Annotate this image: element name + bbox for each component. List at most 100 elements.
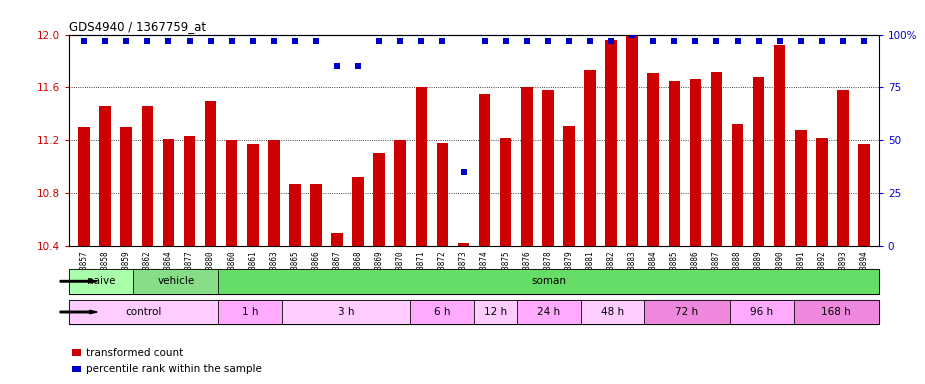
Point (119, 38, 134, 44)
Point (835, 38, 850, 44)
Bar (605, 40, 617, 246)
Point (709, 38, 724, 44)
Bar (133, 269, 218, 294)
Bar (795, 130, 807, 246)
Point (519, 38, 534, 44)
Bar (374, 153, 385, 246)
Point (794, 38, 808, 44)
Point (477, 38, 492, 44)
Point (182, 38, 197, 44)
Point (77, 38, 92, 44)
Bar (837, 90, 849, 246)
Point (814, 38, 829, 44)
Text: GDS4940 / 1367759_at: GDS4940 / 1367759_at (69, 20, 206, 33)
Bar (517, 300, 581, 324)
Bar (479, 94, 490, 246)
Bar (581, 300, 645, 324)
Text: 72 h: 72 h (675, 307, 698, 317)
Text: transformed count: transformed count (86, 348, 183, 358)
Bar (669, 81, 680, 246)
Text: 3 h: 3 h (338, 307, 354, 317)
Point (604, 38, 619, 44)
Point (414, 38, 429, 44)
Point (857, 38, 871, 44)
Point (688, 38, 703, 44)
Bar (226, 140, 238, 246)
Point (266, 38, 281, 44)
Text: 24 h: 24 h (537, 307, 561, 317)
Bar (500, 137, 512, 246)
Text: percentile rank within the sample: percentile rank within the sample (86, 364, 262, 374)
Bar (437, 143, 449, 246)
Point (204, 38, 218, 44)
Point (393, 38, 408, 44)
Point (309, 38, 324, 44)
Point (624, 31, 639, 38)
Bar (120, 127, 132, 246)
Point (561, 38, 576, 44)
Text: 48 h: 48 h (601, 307, 624, 317)
Bar (142, 106, 154, 246)
Point (351, 63, 365, 70)
Point (667, 38, 682, 44)
Bar (69, 300, 218, 324)
Bar (184, 136, 195, 246)
Bar (585, 70, 596, 246)
Bar (218, 300, 282, 324)
Point (772, 38, 787, 44)
Bar (99, 106, 111, 246)
Bar (689, 79, 701, 246)
Bar (410, 300, 474, 324)
Point (456, 169, 471, 175)
Bar (474, 300, 517, 324)
Bar (542, 90, 554, 246)
Bar (247, 144, 259, 246)
Bar (794, 300, 879, 324)
Bar (858, 144, 870, 246)
Point (329, 63, 344, 70)
Bar (394, 140, 406, 246)
Point (646, 38, 660, 44)
Bar (69, 269, 133, 294)
Bar (816, 137, 828, 246)
Text: soman: soman (531, 276, 566, 286)
Bar (163, 139, 174, 246)
Bar (352, 177, 364, 246)
Bar (732, 124, 744, 246)
Bar (331, 233, 343, 246)
Bar (310, 184, 322, 246)
Point (161, 38, 176, 44)
Bar (204, 101, 216, 246)
Point (140, 38, 154, 44)
Bar (645, 300, 730, 324)
Point (245, 38, 260, 44)
Bar (458, 243, 469, 246)
Bar (415, 88, 427, 246)
Point (435, 38, 450, 44)
Point (540, 38, 555, 44)
Text: vehicle: vehicle (157, 276, 194, 286)
Text: naive: naive (87, 276, 116, 286)
Text: 96 h: 96 h (750, 307, 773, 317)
Point (288, 38, 302, 44)
Text: 168 h: 168 h (821, 307, 851, 317)
Point (730, 38, 745, 44)
Bar (218, 269, 879, 294)
Text: 6 h: 6 h (434, 307, 450, 317)
Bar (648, 73, 659, 246)
Point (98, 38, 113, 44)
Text: control: control (126, 307, 162, 317)
Bar (290, 184, 301, 246)
Bar (753, 77, 764, 246)
Bar (730, 300, 794, 324)
Point (751, 38, 766, 44)
Bar (268, 140, 279, 246)
Bar (521, 88, 533, 246)
Point (499, 38, 513, 44)
Bar (626, 35, 638, 246)
Point (583, 38, 598, 44)
Point (372, 38, 387, 44)
Point (224, 38, 239, 44)
Bar (79, 127, 90, 246)
Bar (282, 300, 410, 324)
